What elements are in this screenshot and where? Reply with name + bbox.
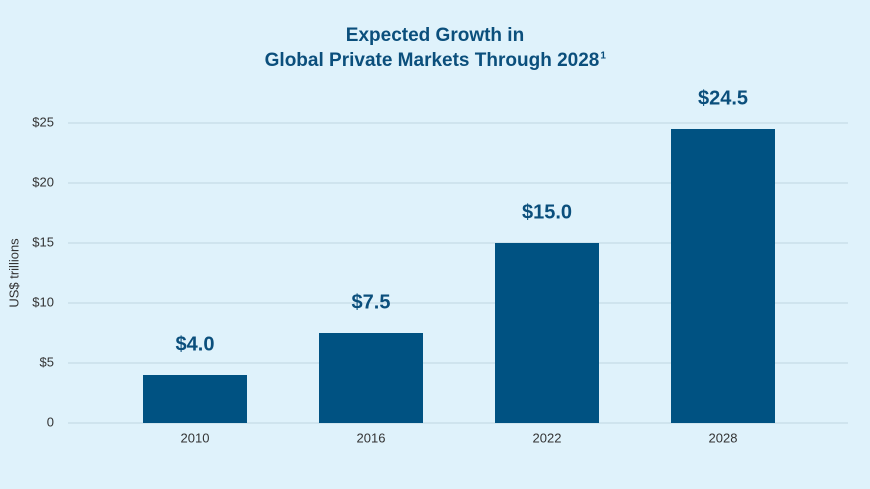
y-tick-label: $15 (32, 234, 54, 249)
y-axis-label: US$ trillions (6, 238, 21, 308)
bar (319, 333, 423, 423)
y-tick-label: $5 (40, 354, 54, 369)
title-footnote: 1 (600, 51, 606, 62)
data-label: $4.0 (176, 333, 215, 355)
y-tick-label: $10 (32, 294, 54, 309)
chart-title: Global Private Markets Through 2028 (265, 50, 600, 71)
x-tick-label: 2010 (181, 430, 210, 445)
x-tick-label: 2022 (533, 430, 562, 445)
y-tick-label: 0 (47, 414, 54, 429)
y-tick-label: $20 (32, 174, 54, 189)
chart-title: Expected Growth in (346, 25, 524, 46)
data-label: $24.5 (698, 87, 748, 109)
bar (143, 375, 247, 423)
y-tick-label: $25 (32, 114, 54, 129)
x-tick-label: 2016 (357, 430, 386, 445)
data-label: $7.5 (352, 291, 391, 313)
bar (495, 243, 599, 423)
x-tick-label: 2028 (709, 430, 738, 445)
bar (671, 129, 775, 423)
data-label: $15.0 (522, 201, 572, 223)
